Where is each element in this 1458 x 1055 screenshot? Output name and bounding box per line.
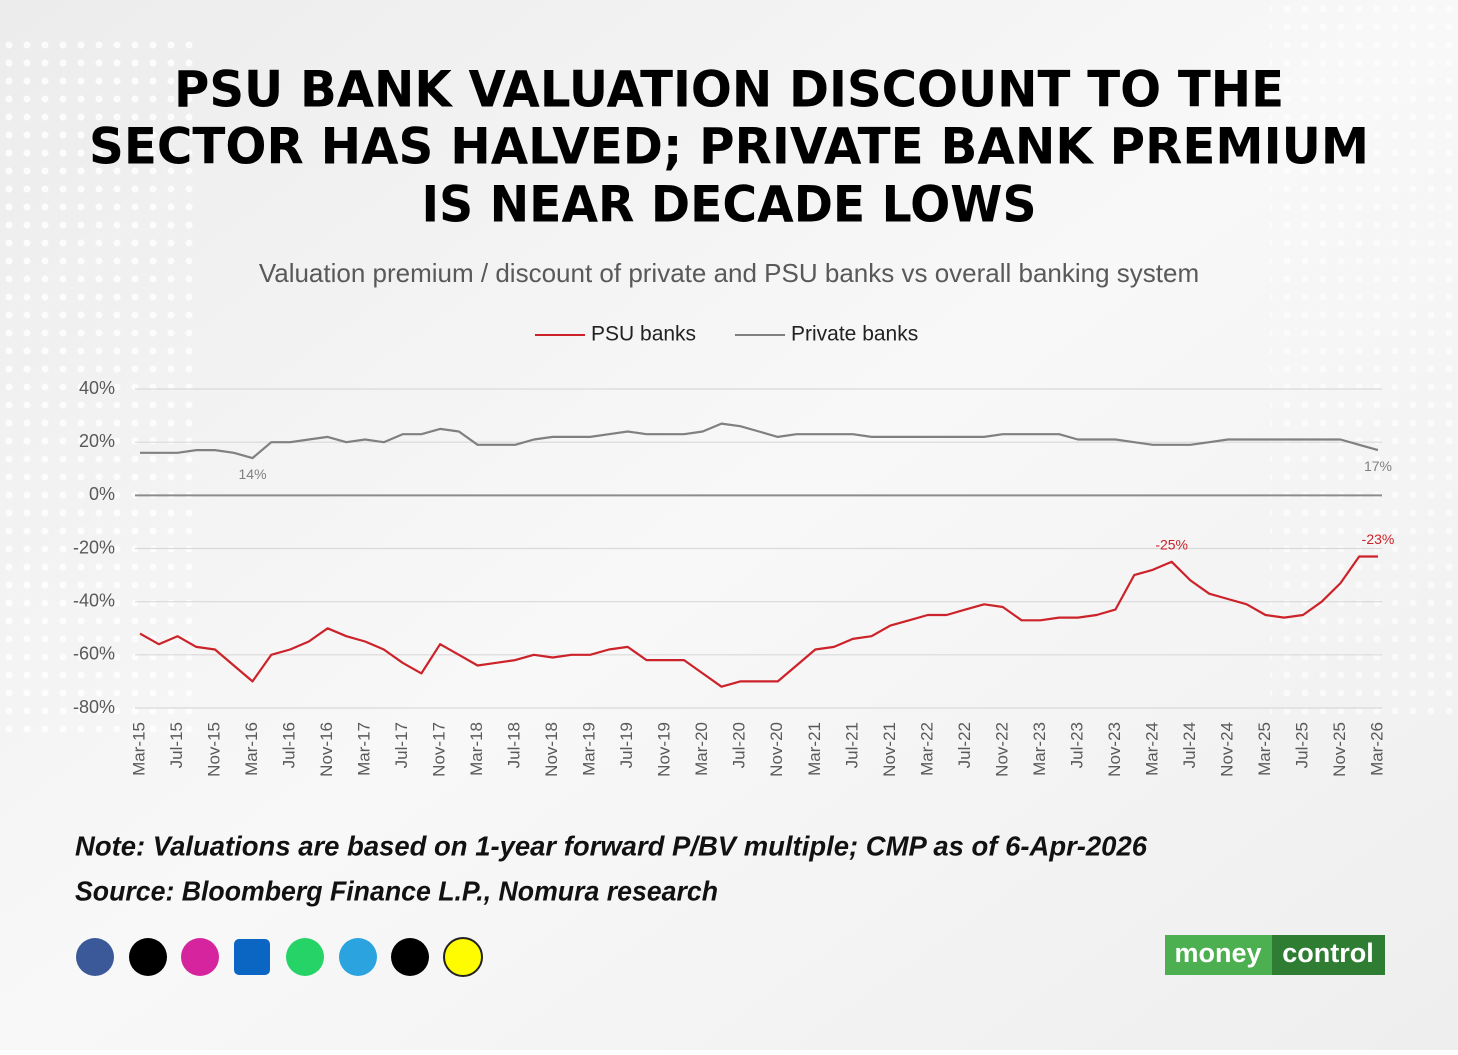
x-tick-label: Nov-23 — [1105, 722, 1124, 777]
legend-label: PSU banks — [591, 323, 696, 346]
x-tick-label: Jul-15 — [167, 722, 186, 768]
x-tick-label: Jul-24 — [1180, 722, 1199, 768]
y-tick-label: 0% — [89, 484, 115, 504]
x-tick-label: Mar-18 — [467, 722, 486, 776]
y-tick-label: 20% — [79, 431, 115, 451]
decor-dots — [1270, 0, 1458, 720]
x-tick-label: Jul-23 — [1067, 722, 1086, 768]
x-tick-label: Mar-25 — [1255, 722, 1274, 776]
x-tick-label: Mar-23 — [1030, 722, 1049, 776]
subtitle: Valuation premium / discount of private … — [259, 258, 1199, 288]
x-tick-label: Nov-16 — [317, 722, 336, 777]
y-tick-label: -60% — [73, 644, 115, 664]
y-tick-label: -80% — [73, 697, 115, 717]
data-label: 17% — [1364, 458, 1392, 474]
x-tick-label: Nov-17 — [430, 722, 449, 777]
x-tick-label: Mar-24 — [1142, 722, 1161, 776]
brand-logo: money control — [1165, 935, 1385, 975]
x-tick-label: Nov-19 — [655, 722, 674, 777]
x-tick-label: Jul-17 — [392, 722, 411, 768]
legend-label: Private banks — [791, 323, 918, 346]
decor-dots — [0, 40, 200, 740]
x-tick-label: Nov-25 — [1330, 722, 1349, 777]
x-tick-label: Mar-17 — [355, 722, 374, 776]
x-tick-label: Nov-21 — [880, 722, 899, 777]
x-tick-label: Nov-15 — [205, 722, 224, 777]
x-tick-label: Mar-16 — [242, 722, 261, 776]
logo-box — [1272, 935, 1385, 975]
icon-facebook[interactable] — [76, 938, 114, 976]
note: Note: Valuations are based on 1-year for… — [75, 830, 1147, 861]
title-line: PSU BANK VALUATION DISCOUNT TO THE — [174, 61, 1284, 119]
x-tick-label: Jul-18 — [505, 722, 524, 768]
icon-x[interactable] — [129, 938, 167, 976]
series-line — [140, 422, 1379, 460]
y-tick-label: -20% — [73, 537, 115, 557]
title-line: SECTOR HAS HALVED; PRIVATE BANK PREMIUM — [89, 118, 1369, 176]
x-tick-label: Nov-24 — [1217, 722, 1236, 777]
title-line: IS NEAR DECADE LOWS — [422, 176, 1037, 234]
series-line — [139, 555, 1378, 688]
icon-telegram[interactable] — [339, 938, 377, 976]
x-tick-label: Mar-15 — [129, 722, 148, 776]
icon-linkedin[interactable] — [234, 939, 270, 975]
x-tick-label: Mar-26 — [1367, 722, 1386, 776]
y-tick-label: 40% — [79, 378, 115, 398]
icon-threads[interactable] — [391, 938, 429, 976]
icon-instagram[interactable] — [181, 938, 219, 976]
x-tick-label: Jul-19 — [617, 722, 636, 768]
x-tick-label: Mar-22 — [917, 722, 936, 776]
icon-whatsapp[interactable] — [286, 938, 324, 976]
x-tick-label: Mar-20 — [692, 722, 711, 776]
x-tick-label: Jul-16 — [280, 722, 299, 768]
data-label: 14% — [239, 466, 267, 482]
data-label: -25% — [1155, 536, 1188, 552]
x-tick-label: Jul-21 — [842, 722, 861, 768]
social-icons — [76, 937, 483, 977]
logo-text: control — [1282, 938, 1374, 968]
x-tick-label: Jul-20 — [730, 722, 749, 768]
x-tick-label: Nov-20 — [767, 722, 786, 777]
logo-text: money — [1174, 938, 1261, 968]
icon-snapchat[interactable] — [443, 937, 483, 977]
x-tick-label: Mar-19 — [580, 722, 599, 776]
x-tick-label: Mar-21 — [805, 722, 824, 776]
x-tick-label: Jul-25 — [1292, 722, 1311, 768]
source: Source: Bloomberg Finance L.P., Nomura r… — [75, 875, 718, 906]
x-tick-label: Jul-22 — [955, 722, 974, 768]
y-tick-label: -40% — [73, 590, 115, 610]
x-tick-label: Nov-18 — [542, 722, 561, 777]
x-tick-label: Nov-22 — [992, 722, 1011, 777]
data-label: -23% — [1362, 531, 1395, 547]
